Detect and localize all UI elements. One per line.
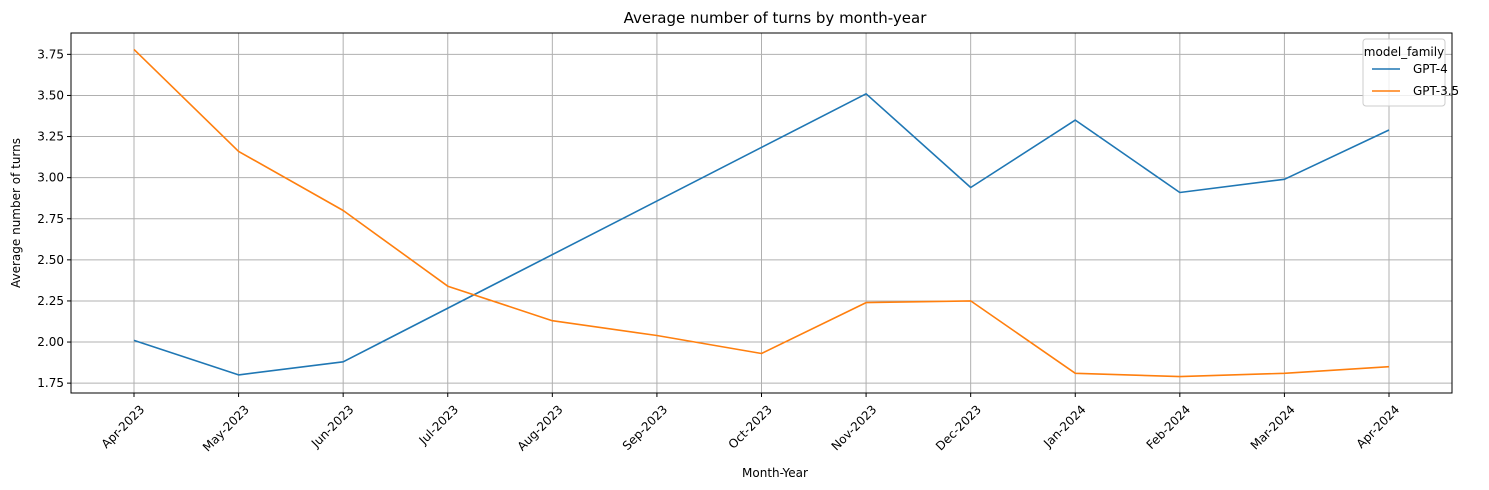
series-line (133, 48, 1390, 378)
y-tick-label: 3.25 (37, 130, 64, 144)
grid (71, 33, 1452, 393)
x-axis-label: Month-Year (742, 466, 808, 480)
x-tick-label: Nov-2023 (829, 402, 880, 453)
y-tick-label: 1.75 (37, 376, 64, 390)
y-tick-label: 3.00 (37, 171, 64, 185)
legend-label: GPT-3.5 (1413, 84, 1459, 98)
chart-title: Average number of turns by month-year (624, 9, 928, 27)
legend: model_family GPT-4 GPT-3.5 (1362, 38, 1459, 107)
y-tick-label: 2.00 (37, 335, 64, 349)
x-tick-label: Oct-2023 (726, 402, 775, 451)
legend-label: GPT-4 (1413, 62, 1448, 76)
x-tick-label: Jan-2024 (1040, 402, 1088, 450)
x-tick-label: Apr-2023 (99, 402, 148, 451)
legend-box (1362, 38, 1446, 107)
x-tick-label: Dec-2023 (933, 402, 984, 453)
x-tick-label: Feb-2024 (1144, 402, 1194, 452)
y-axis-ticks: 1.75 2.00 2.25 2.50 2.75 3.00 3.25 3.50 3.75 (37, 47, 71, 390)
y-tick-label: 3.75 (37, 47, 64, 61)
y-tick-label: 3.50 (37, 88, 64, 102)
y-tick-label: 2.75 (37, 212, 64, 226)
x-tick-label: Sep-2023 (620, 402, 671, 453)
x-tick-label: Apr-2024 (1354, 402, 1403, 451)
x-tick-label: Jun-2023 (308, 402, 357, 451)
x-axis-ticks: Apr-2023 May-2023 Jun-2023 Jul-2023 Aug-2023… (99, 393, 1403, 454)
series-layer (133, 48, 1390, 378)
x-tick-label: Mar-2024 (1248, 402, 1298, 452)
x-tick-label: Aug-2023 (515, 402, 566, 453)
y-tick-label: 2.50 (37, 253, 64, 267)
series-line (133, 93, 1390, 376)
legend-items: GPT-4 GPT-3.5 (1372, 62, 1459, 98)
y-axis-label: Average number of turns (9, 138, 23, 288)
x-tick-label: Jul-2023 (416, 402, 462, 448)
x-tick-label: May-2023 (200, 402, 252, 454)
y-tick-label: 2.25 (37, 294, 64, 308)
legend-title: model_family (1364, 45, 1444, 59)
